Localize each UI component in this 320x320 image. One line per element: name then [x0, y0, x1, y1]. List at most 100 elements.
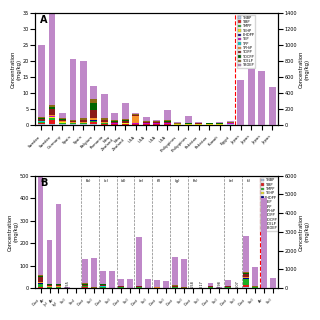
- Bar: [270, 278, 276, 288]
- Bar: [111, 113, 118, 120]
- Bar: [100, 284, 106, 285]
- Bar: [49, 124, 55, 125]
- Bar: [172, 287, 178, 288]
- Bar: [101, 120, 108, 122]
- Bar: [91, 122, 97, 124]
- Bar: [47, 287, 52, 288]
- Bar: [56, 284, 61, 285]
- Bar: [208, 287, 213, 288]
- Bar: [38, 119, 45, 121]
- Bar: [154, 280, 160, 287]
- Bar: [47, 285, 52, 286]
- Bar: [91, 86, 97, 99]
- Bar: [38, 45, 45, 117]
- Bar: [164, 124, 171, 125]
- Bar: [164, 122, 171, 123]
- Bar: [174, 122, 181, 124]
- Bar: [91, 103, 97, 110]
- Bar: [258, 71, 265, 125]
- Bar: [59, 118, 66, 119]
- Bar: [59, 122, 66, 123]
- Text: (e): (e): [228, 179, 234, 183]
- Bar: [208, 283, 213, 286]
- Bar: [153, 124, 160, 125]
- Bar: [100, 287, 106, 288]
- Bar: [111, 124, 118, 125]
- Bar: [80, 120, 87, 122]
- Bar: [261, 198, 267, 288]
- Text: (d): (d): [121, 179, 126, 183]
- Bar: [59, 120, 66, 121]
- Bar: [225, 286, 231, 287]
- Text: (i): (i): [246, 179, 250, 183]
- Legend: TNBP, TiBP, TMPP, TEHP, EHDPP, TEP, TPP, TPHiP, TCIPP, TDCPP, TCELP, TBOEP: TNBP, TiBP, TMPP, TEHP, EHDPP, TEP, TPP,…: [260, 177, 278, 231]
- Bar: [49, 118, 55, 120]
- Bar: [82, 286, 88, 287]
- Bar: [136, 286, 142, 287]
- Bar: [172, 257, 178, 285]
- Bar: [38, 287, 44, 288]
- Bar: [38, 284, 44, 287]
- Y-axis label: Concentration
(mg/kg): Concentration (mg/kg): [299, 50, 309, 88]
- Bar: [69, 60, 76, 120]
- Text: 2.98: 2.98: [217, 280, 221, 288]
- Bar: [80, 124, 87, 125]
- Bar: [132, 116, 139, 123]
- Bar: [172, 286, 178, 287]
- Bar: [82, 259, 88, 284]
- Bar: [143, 121, 150, 122]
- Bar: [59, 121, 66, 122]
- Bar: [122, 124, 129, 125]
- Bar: [199, 287, 204, 288]
- Bar: [122, 119, 129, 120]
- Bar: [101, 94, 108, 118]
- Bar: [164, 120, 171, 121]
- Bar: [101, 124, 108, 125]
- Bar: [91, 118, 97, 120]
- Text: 0.55: 0.55: [65, 280, 69, 288]
- Bar: [136, 236, 142, 285]
- Bar: [181, 259, 187, 287]
- Text: (c): (c): [103, 179, 108, 183]
- Y-axis label: Concentration
(mg/kg): Concentration (mg/kg): [299, 213, 309, 251]
- Bar: [80, 122, 87, 123]
- Bar: [243, 272, 249, 273]
- Bar: [122, 121, 129, 123]
- Bar: [101, 122, 108, 123]
- Bar: [118, 286, 124, 287]
- Bar: [225, 280, 231, 286]
- Bar: [217, 287, 222, 288]
- Bar: [243, 287, 249, 288]
- Legend: TNBP, TiBP, TMPP, TEHP, EHDPP, TEP, TPP, TPHiP, TCIPP, TDCPP, TCELP, TBOEP: TNBP, TiBP, TMPP, TEHP, EHDPP, TEP, TPP,…: [237, 14, 255, 68]
- Bar: [164, 121, 171, 122]
- Bar: [195, 123, 202, 124]
- Bar: [91, 121, 97, 122]
- Bar: [132, 113, 139, 114]
- Bar: [269, 87, 276, 125]
- Bar: [38, 124, 45, 125]
- Y-axis label: Concentration
(mg/kg): Concentration (mg/kg): [7, 213, 18, 251]
- Bar: [80, 60, 87, 118]
- Bar: [109, 271, 115, 287]
- Bar: [153, 121, 160, 122]
- Bar: [38, 123, 45, 124]
- Bar: [38, 117, 45, 118]
- Bar: [216, 122, 223, 123]
- Bar: [122, 103, 129, 119]
- Bar: [38, 122, 45, 123]
- Bar: [248, 69, 254, 125]
- Text: (h): (h): [193, 179, 198, 183]
- Text: A: A: [40, 15, 48, 25]
- Bar: [243, 277, 249, 278]
- Bar: [127, 279, 133, 288]
- Text: 2.17: 2.17: [199, 280, 204, 288]
- Bar: [49, 109, 55, 115]
- Bar: [143, 117, 150, 121]
- Bar: [49, 115, 55, 116]
- Bar: [145, 279, 151, 288]
- Text: (e): (e): [139, 179, 144, 183]
- Bar: [243, 279, 249, 284]
- Bar: [56, 285, 61, 286]
- Bar: [49, 105, 55, 107]
- Bar: [243, 274, 249, 277]
